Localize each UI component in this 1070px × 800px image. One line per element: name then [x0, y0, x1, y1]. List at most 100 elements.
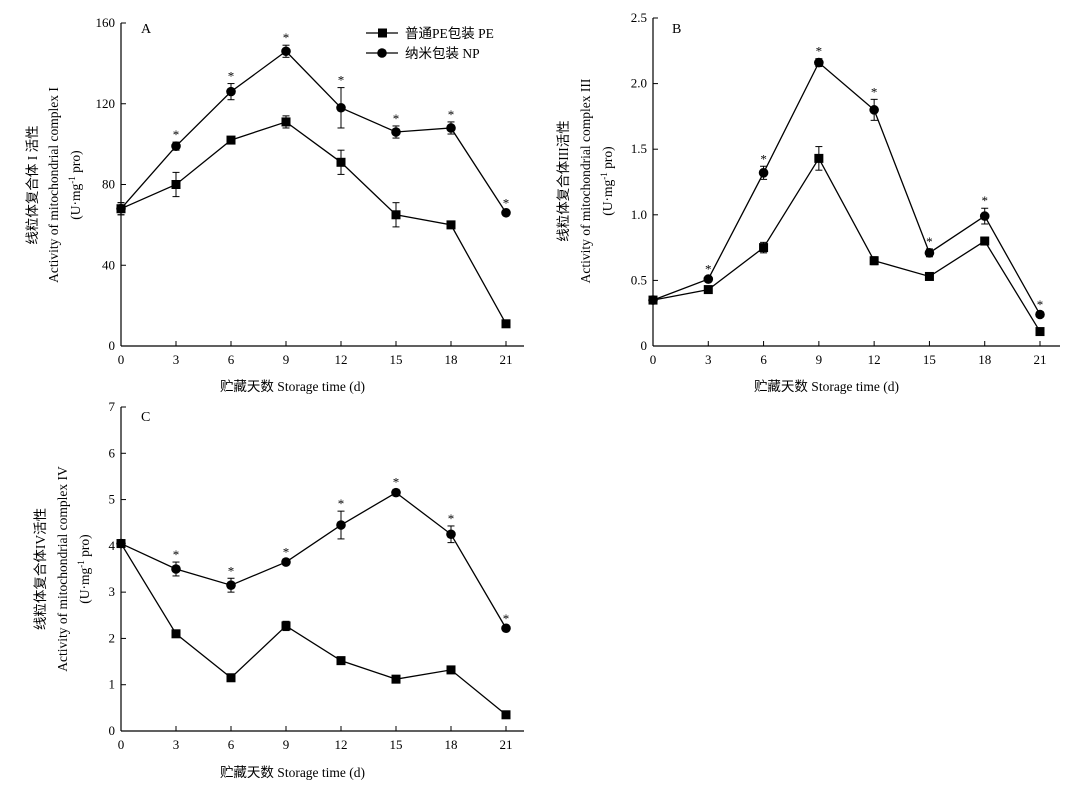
data-point-square [281, 117, 291, 127]
series-line [652, 157, 1041, 332]
data-point-square [446, 665, 456, 675]
legend-marker-square [378, 28, 387, 38]
significance-marker: * [705, 261, 712, 276]
y-tick-label: 0 [109, 723, 116, 738]
data-point-circle [446, 529, 456, 540]
significance-marker: * [283, 545, 290, 560]
significance-marker: * [503, 611, 510, 626]
data-point-circle [446, 123, 456, 133]
x-tick-label: 12 [335, 737, 348, 752]
x-tick-label: 0 [650, 352, 657, 367]
data-point-square [336, 656, 346, 666]
x-tick-label: 9 [283, 352, 290, 367]
data-point-square [814, 153, 824, 163]
series-line [120, 50, 507, 214]
x-tick-label: 6 [228, 737, 235, 752]
x-tick-label: 15 [390, 737, 403, 752]
series-pe [116, 539, 511, 720]
data-point-square [446, 220, 456, 230]
significance-marker: * [816, 44, 823, 59]
y-tick-label: 2.5 [631, 10, 647, 25]
series-line [120, 491, 507, 629]
x-axis-title: 贮藏天数 Storage time (d) [220, 379, 365, 394]
y-tick-label: 2.0 [631, 76, 647, 91]
y-tick-label: 160 [96, 15, 116, 30]
data-point-circle [226, 86, 236, 97]
y-tick-label: 3 [109, 584, 116, 599]
y-axis-title-en: Activity of mitochondrial complex I [46, 87, 61, 283]
y-axis-title-en: Activity of mitochondrial complex III [578, 78, 593, 283]
x-tick-label: 9 [283, 737, 290, 752]
data-point-circle [924, 248, 935, 258]
significance-marker: * [871, 84, 878, 99]
data-point-square [980, 236, 990, 246]
data-point-square [924, 271, 934, 281]
data-point-circle [336, 102, 346, 113]
x-axis-title: 贮藏天数 Storage time (d) [220, 765, 365, 780]
significance-marker: * [228, 69, 235, 84]
x-tick-label: 18 [445, 352, 458, 367]
x-tick-label: 18 [978, 352, 991, 367]
data-point-circle [116, 538, 126, 549]
significance-marker: * [338, 73, 345, 88]
data-point-square [1035, 327, 1045, 337]
data-point-square [391, 674, 401, 684]
data-point-circle [391, 487, 401, 498]
y-tick-label: 0.5 [631, 272, 647, 287]
y-axis-title-cn: 线粒体复合体 I 活性 [24, 125, 40, 244]
data-point-square [226, 673, 236, 683]
y-axis-title-unit: (U·mg-1 pro) [67, 150, 83, 219]
x-tick-label: 15 [390, 352, 403, 367]
data-point-square [336, 157, 346, 167]
data-point-circle [1035, 309, 1045, 320]
series-np: * * * * * * * [648, 44, 1045, 320]
data-point-square [501, 319, 511, 329]
x-tick-label: 12 [868, 352, 881, 367]
x-axis-title: 贮藏天数 Storage time (d) [754, 379, 899, 394]
data-point-square [703, 285, 713, 295]
significance-marker: * [338, 496, 345, 511]
panel-label: A [141, 22, 152, 37]
data-point-square [171, 629, 181, 639]
y-tick-label: 1.0 [631, 207, 647, 222]
legend-marker-circle [377, 48, 387, 58]
data-point-square [171, 180, 181, 189]
x-tick-label: 6 [760, 352, 767, 367]
y-tick-label: 0 [641, 338, 648, 353]
series-np: * * * * * * * [116, 474, 511, 634]
x-tick-label: 3 [173, 352, 180, 367]
x-tick-label: 6 [228, 352, 235, 367]
x-tick-label: 15 [923, 352, 936, 367]
data-point-circle [391, 127, 401, 137]
legend-label: 普通PE包装 PE [405, 26, 494, 41]
data-point-square [869, 256, 879, 266]
data-point-square [759, 243, 769, 253]
y-tick-label: 6 [109, 445, 116, 460]
y-axis-title-unit: (U·mg-1 pro) [76, 534, 92, 603]
data-point-circle [171, 564, 181, 574]
y-tick-label: 7 [109, 399, 116, 414]
significance-marker: * [393, 111, 400, 126]
series-line [120, 121, 507, 325]
y-tick-label: 0 [109, 338, 116, 353]
y-tick-label: 5 [109, 492, 116, 507]
data-point-square [226, 135, 236, 145]
significance-marker: * [760, 151, 767, 166]
data-point-circle [116, 203, 126, 214]
series-line [652, 61, 1041, 315]
data-point-circle [869, 105, 879, 115]
data-point-circle [226, 580, 236, 590]
significance-marker: * [1037, 297, 1044, 312]
y-axis-title-cn: 线粒体复合体IV活性 [32, 508, 48, 630]
data-point-square [501, 710, 511, 720]
significance-marker: * [448, 107, 455, 122]
y-tick-label: 4 [109, 538, 116, 553]
data-point-square [281, 621, 291, 631]
significance-marker: * [926, 234, 933, 249]
data-point-circle [171, 141, 181, 151]
y-tick-label: 1 [109, 677, 116, 692]
y-axis-title-unit: (U·mg-1 pro) [599, 146, 615, 215]
y-tick-label: 120 [96, 96, 116, 111]
